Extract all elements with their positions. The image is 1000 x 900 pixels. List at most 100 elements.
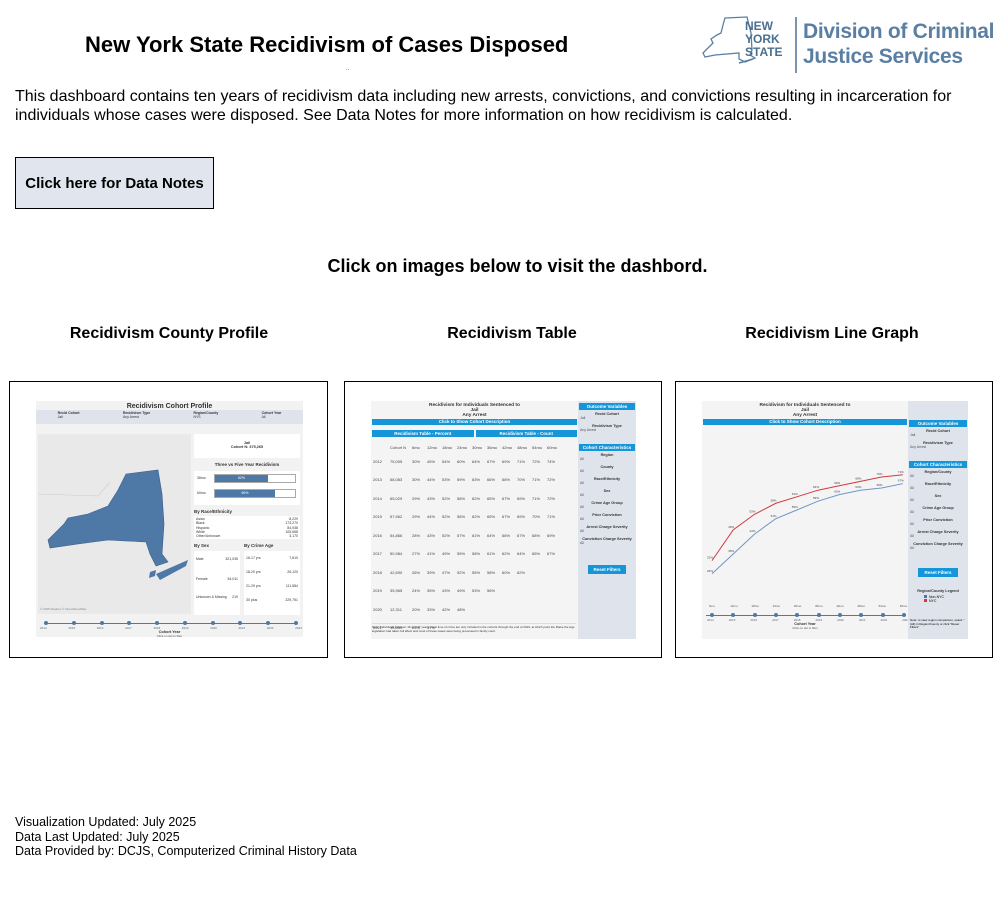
table-thumbnail-link[interactable]: Recidivism for Individuals Sentenced to … <box>344 381 662 658</box>
table-row: 2018 42,690 26% 39% 47% 52% 55% 58% 60% 62% <box>373 569 526 575</box>
line-graph-title: Recidivism Line Graph <box>745 325 919 342</box>
county-profile-preview: Recidivism Cohort Profile Recid Cohort Ja… <box>36 401 303 638</box>
county-profile-thumbnail-link[interactable]: Recidivism Cohort Profile Recid Cohort Ja… <box>9 381 328 658</box>
arrest-severity-select[interactable]: All <box>910 534 914 538</box>
click-hint: Click on images below to visit the dashb… <box>327 256 708 276</box>
svg-text:61%: 61% <box>792 492 798 496</box>
arrest-severity-select[interactable]: All <box>580 529 584 533</box>
svg-text:26%: 26% <box>707 569 713 573</box>
svg-text:71%: 71% <box>898 470 904 474</box>
nys-county-map[interactable]: © 2025 Mapbox © OpenStreetMap <box>38 434 191 614</box>
three-vs-five-bars: 36mo 62% 60mo 69% <box>194 471 300 505</box>
svg-text:48mo: 48mo <box>857 604 865 608</box>
svg-text:68%: 68% <box>855 476 861 480</box>
three-vs-five-title: Three vs Five Year Recidivism <box>214 462 280 467</box>
region-county-select[interactable]: All <box>910 474 914 478</box>
prior-conviction-select[interactable]: All <box>580 517 584 521</box>
svg-text:24mo: 24mo <box>773 604 781 608</box>
recidivism-type-select[interactable]: Any Arrest <box>580 428 597 432</box>
filter-recid-cohort[interactable]: Recid Cohort Jail <box>57 411 80 419</box>
region-select[interactable]: All <box>580 457 584 461</box>
svg-text:59%: 59% <box>813 496 819 500</box>
new-york-state-outline-icon <box>702 16 757 64</box>
sex-select[interactable]: All <box>580 493 584 497</box>
race-select[interactable]: All <box>580 481 584 485</box>
svg-text:65%: 65% <box>877 483 883 487</box>
county-profile-title: Recidivism County Profile <box>69 325 269 342</box>
conviction-severity-select[interactable]: All <box>580 541 584 545</box>
logo-divider <box>795 17 797 73</box>
table-row: 2016 54,866 28% 43% 52% 57% 61% 64% 66% 67% 68% 69% <box>373 532 556 538</box>
race-select[interactable]: All <box>910 486 914 490</box>
prior-conviction-select[interactable]: All <box>910 522 914 526</box>
legend: Non-NYC NYC <box>908 595 968 603</box>
data-updated: Data Last Updated: July 2025 <box>15 829 180 844</box>
svg-text:51%: 51% <box>771 514 777 518</box>
svg-text:6mo: 6mo <box>709 604 715 608</box>
sex-select[interactable]: All <box>910 498 914 502</box>
svg-text:58%: 58% <box>771 498 777 502</box>
table-preview: Recidivism for Individuals Sentenced to … <box>371 401 578 639</box>
svg-text:32%: 32% <box>707 556 713 560</box>
table-filter-sidebar: Outcome Variables Recid Cohort Jail Reci… <box>578 401 636 639</box>
filter-region-county[interactable]: Region/County NYS <box>193 411 219 419</box>
table-row: 2017 50,984 27% 41% 49% 55% 58% 61% 62% 64% 65% 67% <box>373 551 556 557</box>
cohort-year-timeline[interactable] <box>706 615 906 616</box>
table-row: 2020 12,311 20% 33% 42% 48% <box>373 606 466 612</box>
sex-list: Male 321,035 Female 54,011 Unknown & Missi… <box>194 551 240 615</box>
recidivism-type-select[interactable]: Any Arrest <box>910 445 927 449</box>
svg-text:66%: 66% <box>834 481 840 485</box>
filter-cohort-year[interactable]: Cohort Year All <box>261 411 282 419</box>
svg-text:© 2025 Mapbox © OpenStreetMap: © 2025 Mapbox © OpenStreetMap <box>40 607 87 611</box>
svg-text:35%: 35% <box>728 549 734 553</box>
recid-cohort-select[interactable]: Jail <box>580 416 586 420</box>
conviction-severity-select[interactable]: All <box>910 546 914 550</box>
dcjs-logo: NEW YORK STATE Division of Criminal Just… <box>695 15 995 75</box>
table-row: 2014 65,029 29% 43% 52% 58% 62% 65% 67% 69% 71% 72% <box>373 495 556 501</box>
region-note: Note: to view region comparison, select … <box>910 618 965 630</box>
svg-text:42mo: 42mo <box>836 604 844 608</box>
cohort-description-button[interactable]: Click to Show Cohort Description <box>372 418 577 425</box>
cohort-year-timeline[interactable] <box>46 623 296 624</box>
crime-age-select[interactable]: All <box>910 510 914 514</box>
age-title: By Crime Age <box>244 543 274 548</box>
svg-text:30mo: 30mo <box>794 604 802 608</box>
svg-text:67%: 67% <box>898 479 904 483</box>
svg-text:18mo: 18mo <box>751 604 759 608</box>
legend-swatch-non-nyc <box>924 595 927 598</box>
table-row: 2015 57,962 29% 44% 52% 58% 62% 65% 67% 69% 70% 71% <box>373 514 556 520</box>
recid-cohort-select[interactable]: Jail <box>910 433 916 437</box>
legend-swatch-nyc <box>924 599 927 602</box>
crime-age-select[interactable]: All <box>580 505 584 509</box>
line-graph-filter-sidebar: Outcome Variables Recid Cohort Jail Reci… <box>908 401 968 639</box>
viz-updated: Visualization Updated: July 2025 <box>15 815 197 829</box>
svg-text:64%: 64% <box>855 485 861 489</box>
svg-text:36mo: 36mo <box>815 604 823 608</box>
data-notes-button[interactable]: Click here for Data Notes <box>15 157 214 209</box>
reset-filters-button[interactable]: Reset Filters <box>588 565 626 574</box>
agency-name: Division of Criminal Justice Services <box>803 20 995 68</box>
svg-text:53%: 53% <box>749 509 755 513</box>
cohort-description-button[interactable]: Click to Show Cohort Description <box>703 418 907 425</box>
svg-text:12mo: 12mo <box>730 604 738 608</box>
svg-text:64%: 64% <box>813 485 819 489</box>
data-provided-by: Data Provided by: DCJS, Computerized Cri… <box>15 844 357 858</box>
tab-count[interactable]: Recidivism Table - Count <box>475 429 577 437</box>
table-title: Recidivism Table <box>447 325 577 342</box>
cohort-box: Jail Cohort N: 375,265 <box>194 434 300 458</box>
table-row: 2019 35,965 24% 35% 43% 49% 53% 56% <box>373 588 496 594</box>
filter-recidivism-type[interactable]: Recidivism Type Any Arrest <box>122 411 151 419</box>
sex-title: By Sex <box>194 543 210 548</box>
tab-percent[interactable]: Recidivism Table - Percent <box>372 429 474 437</box>
svg-text:44%: 44% <box>749 529 755 533</box>
svg-text:70%: 70% <box>877 472 883 476</box>
line-graph-thumbnail-link[interactable]: Recidivism for Individuals Sentenced to … <box>675 381 993 658</box>
table-row: 2013 68,083 30% 44% 53% 59% 63% 66% 68% 70% 71% 72% <box>373 477 556 483</box>
race-list: Asian 8,229 Black 173,270 Hispanic 84,938 W… <box>194 516 300 540</box>
profile-filter-bar: Recid Cohort Jail Recidivism Type Any Arre… <box>36 410 303 424</box>
reset-filters-button[interactable]: Reset Filters <box>918 568 958 577</box>
svg-text:62%: 62% <box>834 490 840 494</box>
svg-text:54mo: 54mo <box>879 604 887 608</box>
county-select[interactable]: All <box>580 469 584 473</box>
svg-text:60mo: 60mo <box>900 604 908 608</box>
